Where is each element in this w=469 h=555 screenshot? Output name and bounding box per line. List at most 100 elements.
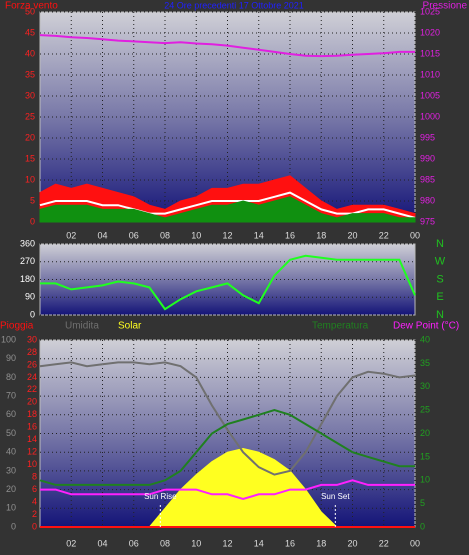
x-tick-label: 16	[285, 538, 295, 548]
y-tick-label: 90	[6, 353, 16, 363]
y-tick-label: 10	[25, 174, 35, 184]
legend-label: Temperatura	[312, 321, 369, 332]
y-tick-label: 2	[32, 509, 37, 519]
series-line	[40, 254, 416, 311]
y-tick-label: 40	[420, 334, 430, 344]
y-tick-label: 6	[32, 484, 37, 494]
y-tick-label: 18	[27, 409, 37, 419]
y-tick-label: 40	[25, 48, 35, 58]
y-tick-label: 360	[20, 238, 35, 248]
y-tick-label: 35	[25, 69, 35, 79]
y-tick-label: N	[436, 309, 444, 321]
y-tick-label: 30	[25, 90, 35, 100]
y-tick-label: 14	[27, 434, 37, 444]
y-tick-label: 5	[30, 195, 35, 205]
y-tick-label: 45	[25, 27, 35, 37]
y-tick-label: 30	[27, 334, 37, 344]
series-line	[39, 409, 415, 486]
series-area	[39, 196, 416, 223]
y-tick-label: 8	[32, 472, 37, 482]
y-tick-label: S	[436, 273, 443, 285]
y-tick-label: 30	[420, 381, 430, 391]
x-tick-label: 22	[379, 230, 389, 240]
y-tick-label: 990	[420, 153, 435, 163]
y-tick-label: 70	[6, 390, 16, 400]
y-tick-label: 0	[30, 309, 35, 319]
y-tick-label: 0	[420, 521, 425, 531]
y-tick-label: 180	[20, 274, 35, 284]
y-tick-label: 12	[27, 447, 37, 457]
y-tick-label: 28	[27, 347, 37, 357]
legend-label: Umidita	[65, 321, 99, 332]
x-tick-label: 04	[97, 230, 107, 240]
y-tick-label: 30	[6, 465, 16, 475]
x-tick-label: 14	[254, 230, 264, 240]
annotation: Sun Set	[321, 492, 350, 501]
x-tick-label: 20	[347, 538, 357, 548]
y-tick-label: 26	[27, 359, 37, 369]
y-tick-label: 10	[27, 459, 37, 469]
y-tick-label: 1025	[420, 6, 440, 16]
legend-label: Pioggia	[0, 321, 34, 332]
y-tick-label: 270	[20, 256, 35, 266]
legend-label: Pressione	[423, 1, 468, 12]
y-tick-label: 80	[6, 372, 16, 382]
y-tick-label: 1015	[420, 48, 440, 58]
y-tick-label: 90	[25, 292, 35, 302]
y-tick-label: 20	[27, 397, 37, 407]
x-tick-label: 18	[316, 538, 326, 548]
y-tick-label: N	[436, 238, 444, 250]
y-tick-label: 4	[32, 496, 37, 506]
y-tick-label: 10	[420, 475, 430, 485]
y-tick-label: 0	[30, 216, 35, 226]
x-tick-label: 02	[66, 230, 76, 240]
y-tick-label: 980	[420, 195, 435, 205]
y-tick-label: 40	[6, 447, 16, 457]
series-line	[40, 479, 415, 500]
x-tick-label: 00	[410, 230, 420, 240]
y-tick-label: 35	[420, 358, 430, 368]
x-tick-label: 08	[160, 538, 170, 548]
y-tick-label: 0	[11, 521, 16, 531]
chart-title: 24 Ore precedenti 17 Ottobre 2021	[164, 0, 304, 10]
y-tick-label: 15	[420, 451, 430, 461]
x-tick-label: 10	[191, 538, 201, 548]
y-tick-label: 50	[25, 6, 35, 16]
x-tick-label: 18	[316, 230, 326, 240]
series-line	[39, 361, 416, 476]
annotation: Sun Rise	[144, 492, 177, 501]
y-tick-label: 1020	[420, 27, 440, 37]
legend-label: Forza vento	[5, 1, 58, 12]
y-tick-label: 975	[420, 216, 435, 226]
y-tick-label: 5	[420, 498, 425, 508]
y-tick-label: 1010	[420, 69, 440, 79]
y-tick-label: 1000	[420, 111, 440, 121]
y-tick-label: 25	[25, 111, 35, 121]
y-tick-label: 16	[27, 422, 37, 432]
y-tick-label: 985	[420, 174, 435, 184]
y-tick-label: 60	[6, 409, 16, 419]
y-tick-label: 20	[6, 484, 16, 494]
legend-label: Solar	[118, 321, 142, 332]
x-tick-label: 08	[160, 230, 170, 240]
x-tick-label: 10	[191, 230, 201, 240]
y-tick-label: 1005	[420, 90, 440, 100]
x-tick-label: 22	[379, 538, 389, 548]
x-tick-label: 14	[254, 538, 264, 548]
y-tick-label: E	[436, 291, 443, 303]
y-tick-label: 25	[420, 405, 430, 415]
x-tick-label: 02	[66, 538, 76, 548]
y-tick-label: 20	[25, 132, 35, 142]
y-tick-label: 100	[1, 334, 16, 344]
series-line	[39, 34, 415, 58]
x-tick-label: 16	[285, 230, 295, 240]
y-tick-label: 22	[27, 384, 37, 394]
x-tick-label: 20	[347, 230, 357, 240]
x-tick-label: 12	[222, 230, 232, 240]
y-tick-label: 10	[6, 503, 16, 513]
x-tick-label: 06	[129, 230, 139, 240]
y-tick-label: 15	[25, 153, 35, 163]
y-tick-label: 50	[6, 428, 16, 438]
y-tick-label: 0	[32, 521, 37, 531]
